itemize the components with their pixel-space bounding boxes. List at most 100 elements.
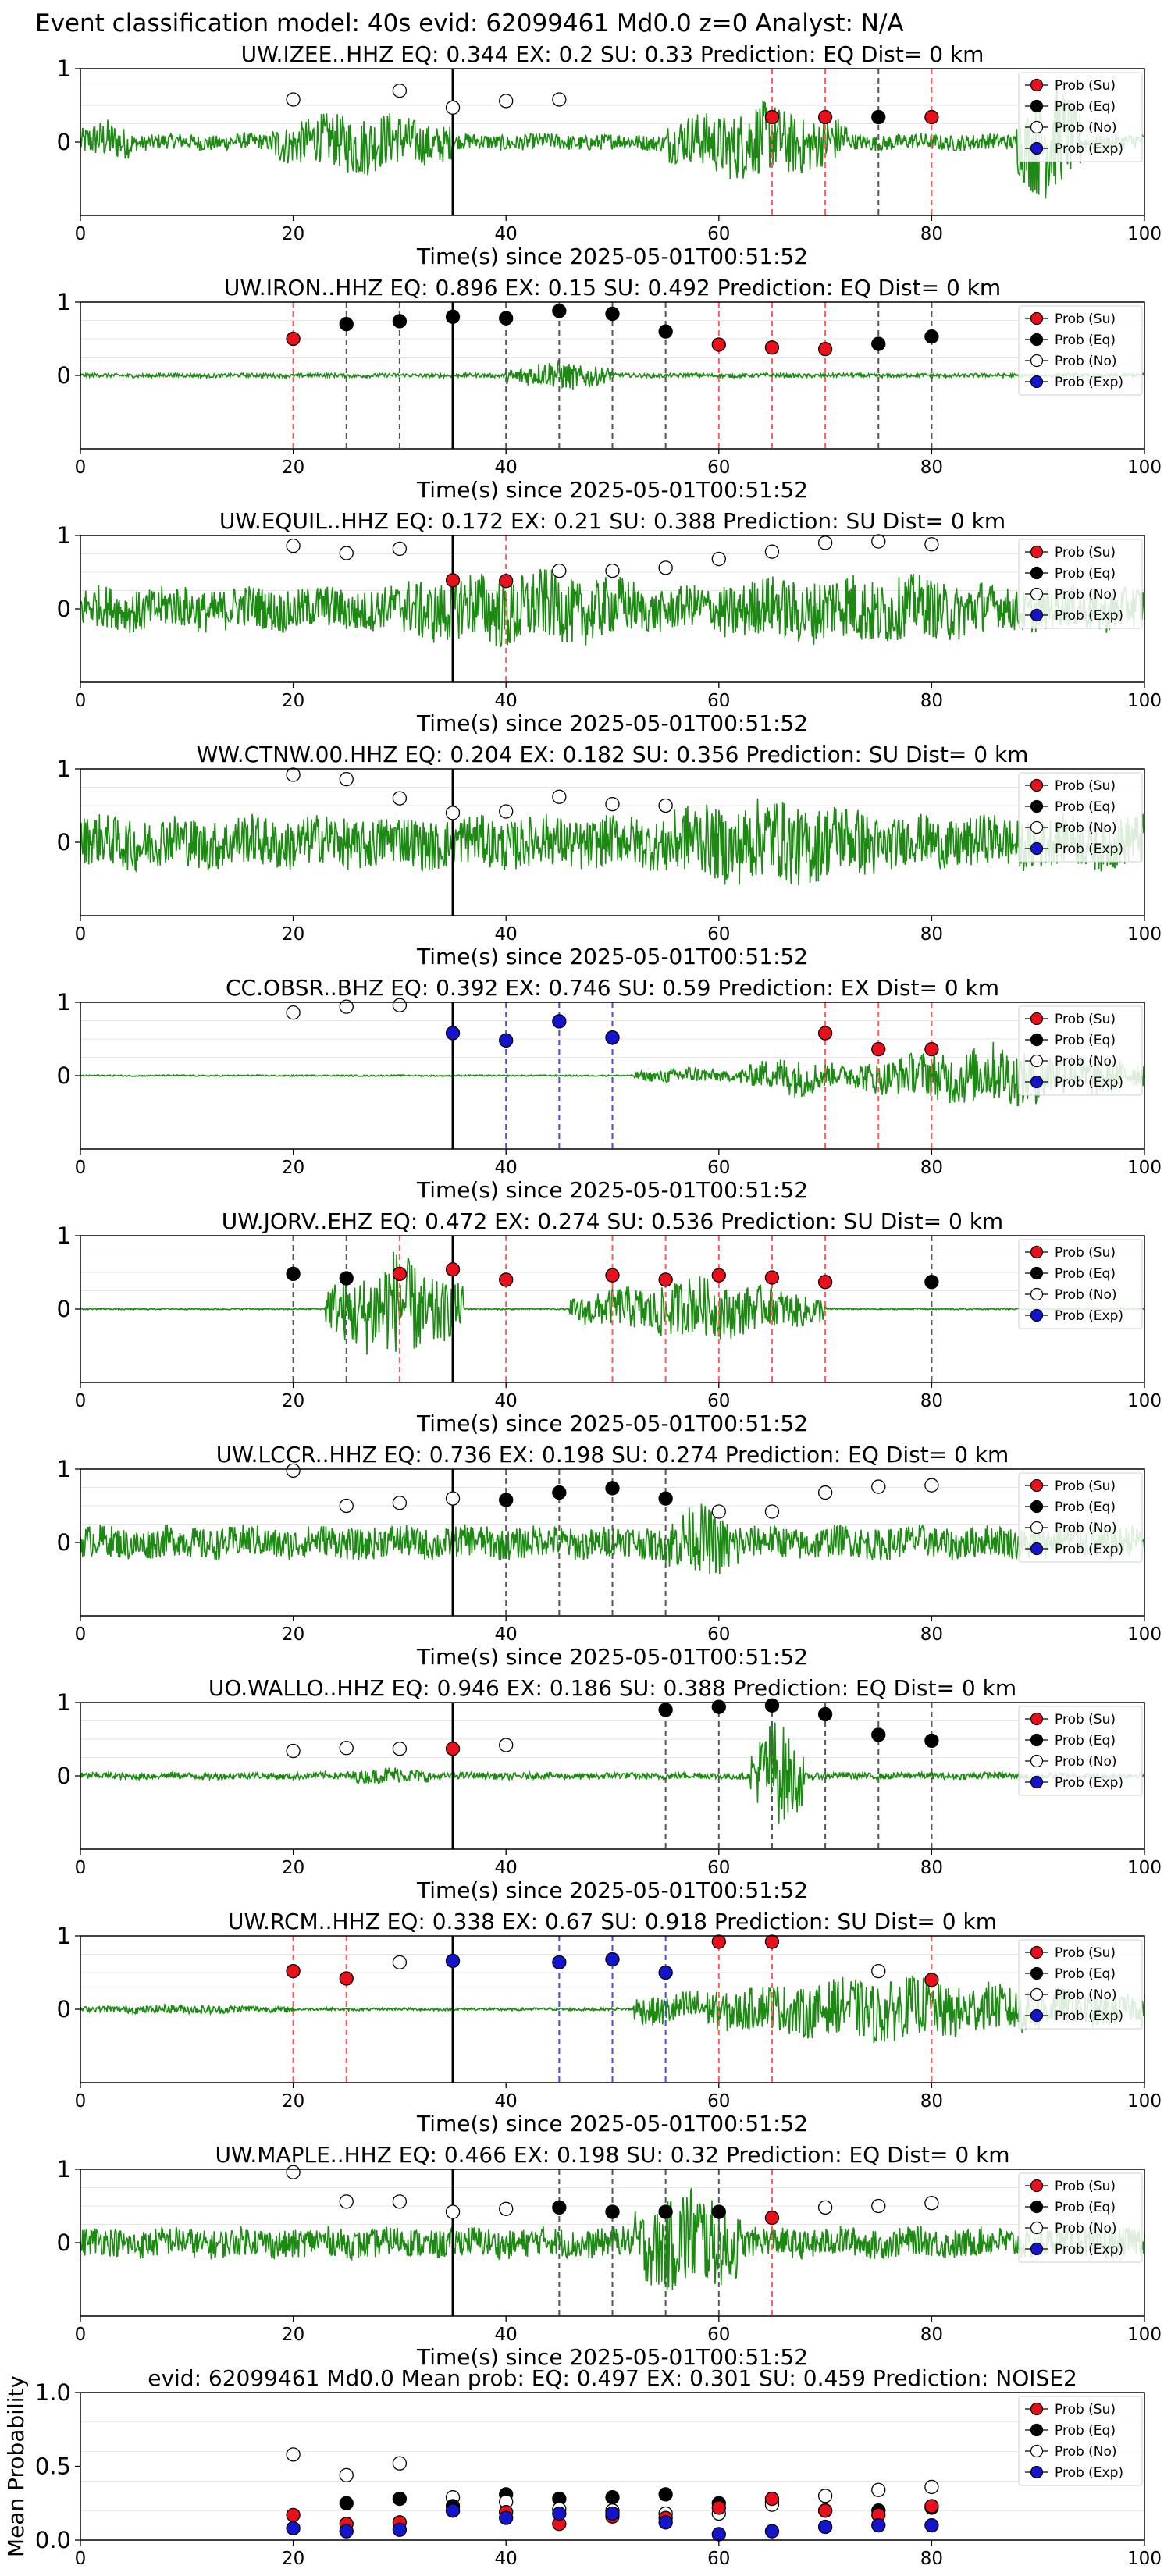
legend-marker-su bbox=[1030, 1712, 1044, 1726]
prob-point-no bbox=[339, 2194, 354, 2209]
legend-marker-no bbox=[1030, 2444, 1044, 2458]
prob-point-no bbox=[552, 789, 567, 804]
legend-label: Prob (Exp) bbox=[1055, 2465, 1123, 2481]
x-tick-label: 80 bbox=[920, 1158, 943, 1178]
panel-title: UW.EQUIL..HHZ EQ: 0.172 EX: 0.21 SU: 0.3… bbox=[219, 508, 1005, 534]
legend: Prob (Su) Prob (Eq) Prob (No) Prob (Exp) bbox=[1018, 1472, 1143, 1563]
x-tick-label: 20 bbox=[282, 2091, 304, 2112]
legend-marker-eq bbox=[1030, 1733, 1044, 1747]
y-tick-label: 1 bbox=[57, 1689, 71, 1716]
prob-point-exp bbox=[339, 2524, 354, 2539]
prob-point-no bbox=[286, 2447, 301, 2462]
legend-label: Prob (Eq) bbox=[1055, 799, 1116, 815]
x-axis-label: Time(s) since 2025-05-01T00:51:52 bbox=[416, 944, 808, 970]
plot-area bbox=[80, 69, 1144, 215]
x-axis-label: Time(s) since 2025-05-01T00:51:52 bbox=[416, 1877, 808, 1903]
legend-label: Prob (Eq) bbox=[1055, 99, 1116, 115]
panel-title: WW.CTNW.00.HHZ EQ: 0.204 EX: 0.182 SU: 0… bbox=[197, 742, 1029, 767]
waveform-trace bbox=[80, 1503, 1145, 1575]
legend: Prob (Su) Prob (Eq) Prob (No) Prob (Exp) bbox=[1018, 1005, 1143, 1096]
x-tick-label: 20 bbox=[282, 1391, 304, 1411]
x-tick-label: 0 bbox=[75, 457, 87, 478]
prob-point-exp bbox=[445, 2503, 461, 2518]
prob-point-no bbox=[392, 2194, 408, 2209]
x-tick-label: 20 bbox=[282, 1858, 304, 1878]
x-tick-label: 100 bbox=[1127, 224, 1162, 244]
prob-point-eq bbox=[817, 1706, 833, 1722]
panel-mean: evid: 62099461 Md0.0 Mean prob: EQ: 0.49… bbox=[3, 2365, 1162, 2569]
prob-point-su bbox=[711, 1934, 726, 1949]
x-tick-label: 100 bbox=[1127, 2325, 1162, 2345]
prob-point-no bbox=[924, 537, 939, 552]
prob-point-no bbox=[286, 92, 301, 107]
prob-point-exp bbox=[552, 1014, 567, 1029]
panel-title: UW.IRON..HHZ EQ: 0.896 EX: 0.15 SU: 0.49… bbox=[224, 275, 1001, 301]
legend-label: Prob (No) bbox=[1055, 354, 1117, 369]
legend: Prob (Su) Prob (Eq) Prob (No) Prob (Exp) bbox=[1018, 2396, 1143, 2486]
legend-box bbox=[1018, 2172, 1143, 2263]
y-tick-label: 0 bbox=[57, 1296, 71, 1322]
x-axis-label: Time(s) since 2025-05-01T00:51:52 bbox=[416, 2111, 808, 2137]
prob-point-no bbox=[817, 2489, 833, 2503]
prob-point-eq bbox=[871, 109, 886, 125]
prob-point-no bbox=[445, 2204, 461, 2219]
x-tick-label: 60 bbox=[707, 2325, 730, 2345]
prob-point-no bbox=[499, 94, 514, 109]
legend-marker-exp bbox=[1030, 1075, 1044, 1089]
panel-title: UW.RCM..HHZ EQ: 0.338 EX: 0.67 SU: 0.918… bbox=[228, 1909, 997, 1934]
waveform-trace bbox=[80, 84, 1145, 199]
legend-marker-no bbox=[1030, 1287, 1044, 1301]
legend-marker-su bbox=[1030, 2179, 1044, 2193]
x-tick-label: 20 bbox=[282, 1158, 304, 1178]
prob-point-eq bbox=[924, 1733, 939, 1749]
legend-marker-su bbox=[1030, 1245, 1044, 1259]
prob-point-no bbox=[871, 2482, 886, 2497]
y-tick-label: 1 bbox=[57, 1923, 71, 1949]
x-tick-label: 0 bbox=[75, 924, 87, 945]
prob-point-eq bbox=[711, 2204, 726, 2219]
legend-label: Prob (Exp) bbox=[1055, 608, 1123, 624]
x-tick-label: 80 bbox=[920, 1624, 943, 1645]
prob-point-su bbox=[445, 1742, 461, 1756]
prob-point-no bbox=[817, 2200, 833, 2215]
prob-point-no bbox=[286, 1005, 301, 1020]
legend-label: Prob (No) bbox=[1055, 2221, 1117, 2236]
prob-point-su bbox=[711, 1268, 726, 1283]
x-tick-label: 60 bbox=[707, 224, 730, 244]
legend-label: Prob (No) bbox=[1055, 1754, 1117, 1770]
legend-box bbox=[1018, 1005, 1143, 1096]
panel-title: UO.WALLO..HHZ EQ: 0.946 EX: 0.186 SU: 0.… bbox=[208, 1675, 1016, 1701]
legend-marker-eq bbox=[1030, 2200, 1044, 2214]
prob-point-su bbox=[871, 1042, 886, 1057]
legend: Prob (Su) Prob (Eq) Prob (No) Prob (Exp) bbox=[1018, 2172, 1143, 2263]
legend-label: Prob (Eq) bbox=[1055, 1033, 1116, 1048]
prob-point-su bbox=[764, 340, 780, 355]
panel-1: UW.IRON..HHZ EQ: 0.896 EX: 0.15 SU: 0.49… bbox=[57, 275, 1162, 503]
legend-marker-exp bbox=[1030, 2465, 1044, 2479]
prob-point-no bbox=[445, 100, 461, 115]
prob-point-su bbox=[924, 2499, 939, 2514]
prob-point-no bbox=[924, 2479, 939, 2495]
legend-marker-su bbox=[1030, 1478, 1044, 1493]
legend-marker-eq bbox=[1030, 99, 1044, 113]
legend-label: Prob (Eq) bbox=[1055, 566, 1116, 582]
legend-marker-su bbox=[1030, 311, 1044, 326]
legend-label: Prob (Exp) bbox=[1055, 2008, 1123, 2024]
waveform-trace bbox=[80, 2188, 1145, 2291]
y-tick-label: 0 bbox=[57, 362, 71, 389]
legend-marker-eq bbox=[1030, 2423, 1044, 2437]
legend-marker-exp bbox=[1030, 141, 1044, 155]
legend: Prob (Su) Prob (Eq) Prob (No) Prob (Exp) bbox=[1018, 305, 1143, 396]
legend-label: Prob (Exp) bbox=[1055, 1308, 1123, 1324]
prob-point-no bbox=[871, 534, 886, 549]
prob-point-eq bbox=[605, 2490, 620, 2505]
x-axis-label: Time(s) since 2025-05-01T00:51:52 bbox=[416, 1411, 808, 1436]
x-tick-label: 20 bbox=[282, 2325, 304, 2345]
x-tick-label: 60 bbox=[707, 2091, 730, 2112]
prob-point-exp bbox=[605, 1030, 620, 1045]
legend-marker-eq bbox=[1030, 1033, 1044, 1047]
legend-marker-su bbox=[1030, 2402, 1044, 2416]
legend-label: Prob (Su) bbox=[1055, 1012, 1116, 1027]
prob-point-su bbox=[817, 109, 833, 125]
y-tick-label: 1 bbox=[57, 522, 71, 549]
